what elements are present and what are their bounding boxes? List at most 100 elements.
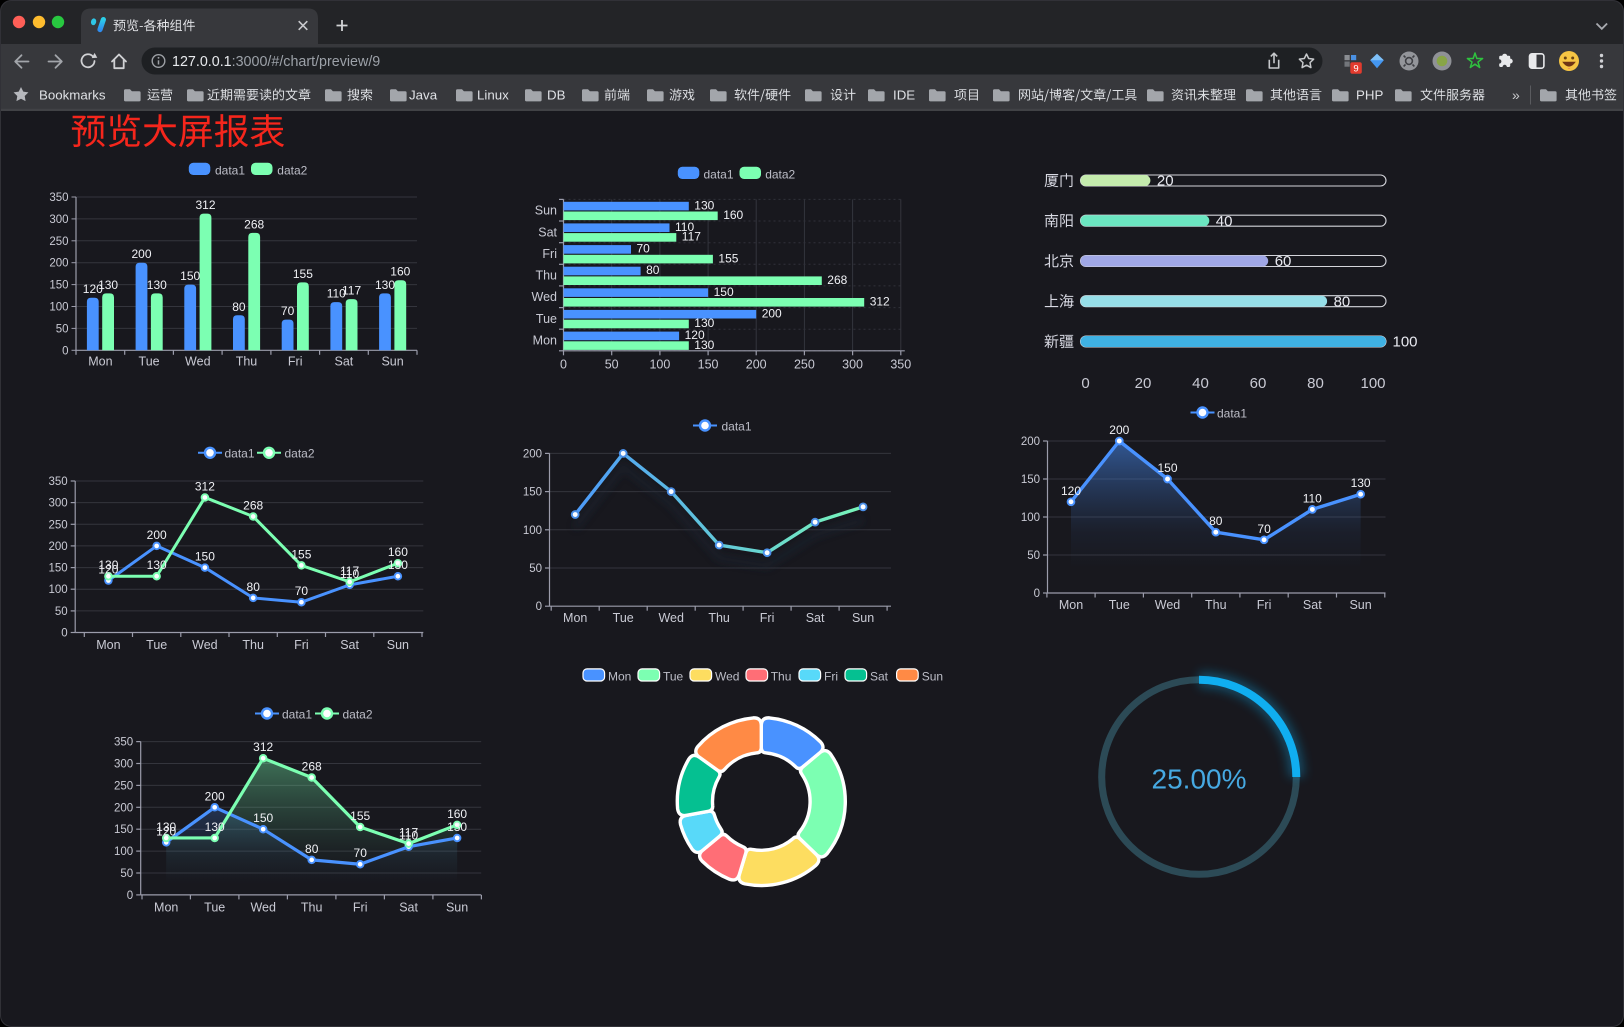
svg-text:Sat: Sat [870,670,889,684]
svg-text:100: 100 [1360,375,1385,392]
svg-text:200: 200 [49,258,68,270]
svg-text:Bookmarks: Bookmarks [39,88,106,103]
svg-text:Sat: Sat [1303,598,1322,612]
svg-text:130: 130 [1351,476,1371,490]
svg-text:110: 110 [675,220,694,234]
svg-text:130: 130 [694,198,714,212]
svg-text:data1: data1 [722,420,752,434]
svg-text:Thu: Thu [708,611,730,625]
svg-text:40: 40 [1216,213,1233,230]
svg-text:110: 110 [1303,491,1322,505]
svg-text:120: 120 [685,328,705,342]
svg-text:data2: data2 [277,164,307,178]
svg-text:Wed: Wed [185,355,211,369]
svg-text:Java: Java [409,88,438,103]
svg-text:127.0.0.1:3000/#/chart/preview: 127.0.0.1:3000/#/chart/preview/9 [172,54,380,70]
svg-text:Sun: Sun [381,355,403,369]
svg-text:Mon: Mon [154,901,178,915]
svg-text:117: 117 [342,284,361,298]
svg-text:130: 130 [388,558,408,572]
svg-text:data2: data2 [765,168,795,182]
svg-text:150: 150 [49,280,68,292]
svg-text:160: 160 [388,545,408,559]
svg-text:155: 155 [293,267,313,281]
svg-text:70: 70 [1257,522,1271,536]
svg-text:Thu: Thu [535,269,557,283]
svg-text:Linux: Linux [477,88,509,103]
svg-text:data1: data1 [1217,407,1247,421]
svg-text:150: 150 [49,563,68,575]
svg-text:50: 50 [55,606,68,618]
svg-text:Sun: Sun [387,638,409,652]
svg-text:350: 350 [49,192,68,204]
svg-text:150: 150 [523,487,542,499]
svg-text:150: 150 [195,550,215,564]
svg-text:Mon: Mon [1059,598,1083,612]
svg-text:250: 250 [114,780,133,792]
svg-text:50: 50 [1027,550,1040,562]
svg-text:70: 70 [354,846,368,860]
svg-text:0: 0 [560,357,567,371]
svg-text:120: 120 [1061,484,1081,498]
svg-text:268: 268 [827,273,847,287]
svg-text:155: 155 [291,547,311,561]
svg-text:0: 0 [1034,588,1040,600]
svg-text:Sun: Sun [535,204,557,218]
svg-text:80: 80 [305,842,319,856]
svg-text:0: 0 [127,890,133,902]
svg-text:150: 150 [698,357,719,371]
svg-text:300: 300 [49,498,68,510]
svg-text:Tue: Tue [204,901,225,915]
svg-text:130: 130 [147,558,167,572]
svg-text:110: 110 [399,829,418,843]
svg-text:Fri: Fri [1257,598,1272,612]
svg-text:80: 80 [232,300,246,314]
svg-text:350: 350 [890,357,911,371]
svg-text:110: 110 [327,287,346,301]
svg-text:200: 200 [131,247,151,261]
svg-text:50: 50 [529,563,542,575]
svg-text:Tue: Tue [139,355,160,369]
svg-text:150: 150 [253,811,273,825]
svg-text:Fri: Fri [760,611,775,625]
svg-text:Sun: Sun [852,611,874,625]
svg-text:300: 300 [842,357,863,371]
svg-text:Mon: Mon [533,334,557,348]
svg-text:Wed: Wed [658,611,684,625]
svg-text:40: 40 [1192,375,1209,392]
svg-text:200: 200 [746,357,767,371]
svg-text:60: 60 [1250,375,1267,392]
svg-text:130: 130 [98,278,118,292]
svg-text:80: 80 [247,580,261,594]
svg-text:50: 50 [120,868,133,880]
svg-text:200: 200 [147,528,167,542]
svg-text:PHP: PHP [1356,88,1383,103]
svg-text:Fri: Fri [353,901,368,915]
svg-text:200: 200 [49,541,68,553]
svg-text:130: 130 [98,558,118,572]
svg-text:data1: data1 [704,168,734,182]
svg-text:110: 110 [340,567,359,581]
svg-text:300: 300 [49,214,68,226]
svg-text:Thu: Thu [236,355,258,369]
svg-text:data1: data1 [215,164,245,178]
svg-text:Wed: Wed [1155,598,1181,612]
svg-text:Fri: Fri [824,670,838,684]
svg-text:Wed: Wed [192,638,218,652]
svg-text:150: 150 [1157,461,1177,475]
svg-text:60: 60 [1275,253,1292,270]
svg-text:80: 80 [1334,293,1351,310]
svg-text:160: 160 [390,265,410,279]
svg-text:130: 130 [147,278,167,292]
svg-text:80: 80 [1307,375,1324,392]
svg-text:Sat: Sat [340,638,359,652]
svg-text:150: 150 [114,824,133,836]
svg-text:155: 155 [350,809,370,823]
svg-text:Sat: Sat [399,901,418,915]
svg-text:Fri: Fri [288,355,303,369]
svg-text:50: 50 [605,357,619,371]
svg-text:100: 100 [114,846,133,858]
svg-text:150: 150 [714,285,734,299]
svg-text:IDE: IDE [893,88,915,103]
svg-text:Mon: Mon [88,355,112,369]
